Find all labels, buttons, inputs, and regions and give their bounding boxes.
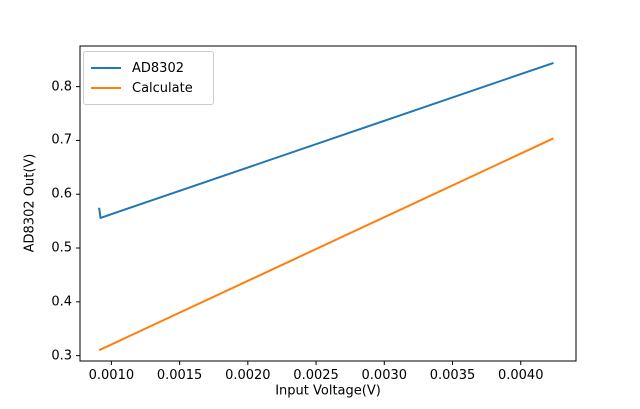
y-tick-label: 0.6 [51, 186, 72, 202]
legend: AD8302 Calculate [83, 51, 214, 105]
legend-label: AD8302 [132, 60, 184, 76]
y-axis-label: AD8302 Out(V) [22, 153, 38, 253]
series-line-ad8302 [98, 61, 554, 219]
y-tick-label: 0.4 [51, 294, 72, 310]
legend-entry: AD8302 [91, 58, 207, 78]
series-line-calculate [98, 137, 554, 352]
x-tick-label: 0.0030 [361, 368, 408, 383]
legend-entry: Calculate [91, 78, 207, 98]
legend-line-swatch [91, 67, 121, 69]
x-tick-label: 0.0015 [156, 368, 203, 383]
x-tick-label: 0.0025 [293, 368, 339, 383]
y-tick-label: 0.7 [51, 132, 72, 148]
y-tick-label: 0.5 [51, 240, 72, 256]
y-tick-label: 0.8 [51, 79, 72, 95]
y-tick-label: 0.3 [51, 348, 72, 364]
x-tick-label: 0.0035 [429, 368, 476, 383]
legend-line-swatch [91, 87, 121, 89]
x-axis-label: Input Voltage(V) [275, 383, 381, 399]
axes-frame [79, 45, 577, 362]
x-tick-label: 0.0040 [497, 368, 544, 383]
legend-label: Calculate [132, 80, 193, 96]
x-tick-label: 0.0010 [88, 368, 135, 383]
x-tick-label: 0.0020 [225, 368, 271, 383]
